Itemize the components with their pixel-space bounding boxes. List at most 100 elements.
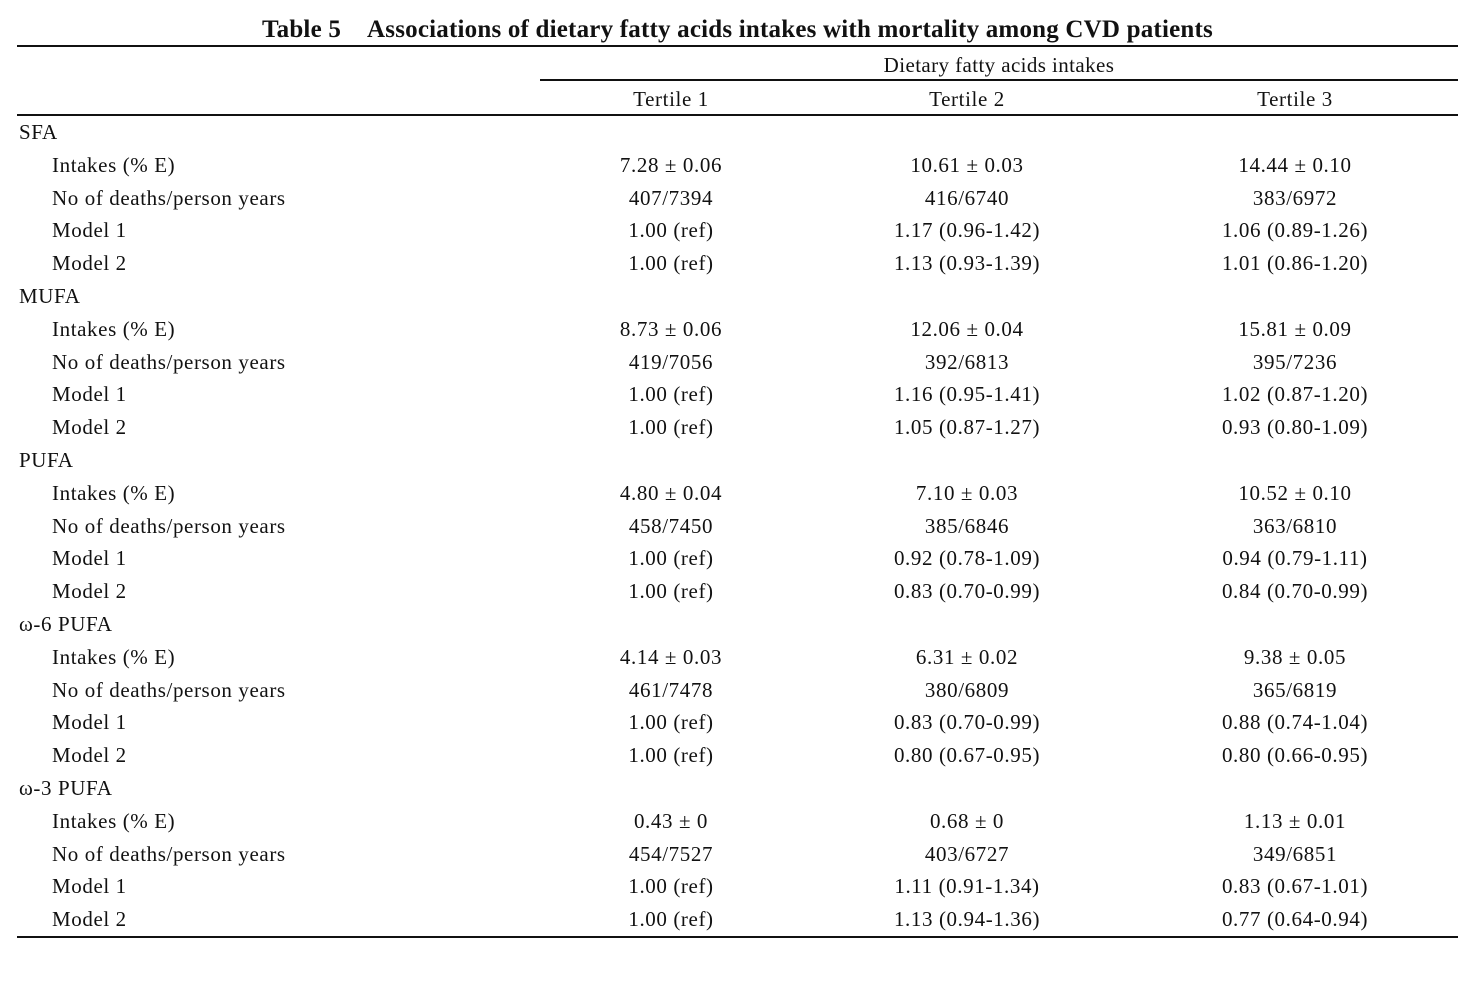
table-cell-tertile-3: 0.94 (0.79-1.11)	[1222, 546, 1368, 571]
group-row: MUFA	[17, 280, 1458, 313]
table-body: SFA Intakes (% E) 7.28 ± 0.06 10.61 ± 0.03 1…	[17, 116, 1458, 936]
table-row: Intakes (% E) 7.28 ± 0.06 10.61 ± 0.03 14.4…	[17, 149, 1458, 182]
row-label: Intakes (% E)	[52, 480, 176, 505]
table-cell-tertile-3: 365/6819	[1252, 677, 1338, 702]
row-label: No of deaths/person years	[52, 677, 286, 702]
table-cell-tertile-2: 0.80 (0.67-0.95)	[893, 743, 1041, 768]
group-label: MUFA	[19, 283, 81, 308]
table-cell-tertile-3: 0.77 (0.64-0.94)	[1221, 907, 1369, 932]
group-row: PUFA	[17, 444, 1458, 477]
row-label: Intakes (% E)	[52, 316, 176, 341]
row-label: No of deaths/person years	[52, 513, 286, 538]
table-cell-tertile-2: 7.10 ± 0.03	[915, 480, 1019, 505]
table-cell-tertile-3: 349/6851	[1252, 841, 1338, 866]
table-cell-tertile-2: 1.05 (0.87-1.27)	[893, 415, 1041, 440]
table-cell-tertile-2: 10.61 ± 0.03	[910, 152, 1024, 177]
row-label: No of deaths/person years	[52, 185, 286, 210]
table-row: Model 1 1.00 (ref) 0.83 (0.70-0.99) 0.88 (0…	[17, 706, 1458, 739]
table-cell-tertile-2: 392/6813	[924, 349, 1010, 374]
table-cell-tertile-2: 1.16 (0.95-1.41)	[893, 382, 1041, 407]
column-header-tertile-3: Tertile 3	[1257, 87, 1333, 111]
table-row: No of deaths/person years 454/7527 403/672…	[17, 838, 1458, 871]
table-cell-tertile-3: 9.38 ± 0.05	[1243, 644, 1347, 669]
table-row: No of deaths/person years 461/7478 380/680…	[17, 674, 1458, 707]
table-cell-tertile-2: 1.13 (0.93-1.39)	[893, 251, 1041, 276]
spanner-rule	[540, 79, 1458, 81]
table-row: Model 1 1.00 (ref) 1.16 (0.95-1.41) 1.02 (0…	[17, 378, 1458, 411]
row-label: Model 2	[52, 743, 127, 768]
table-cell-tertile-1: 1.00 (ref)	[628, 874, 714, 899]
table-row: No of deaths/person years 458/7450 385/684…	[17, 510, 1458, 543]
group-label: PUFA	[19, 447, 74, 472]
table-cell-tertile-2: 0.83 (0.70-0.99)	[893, 710, 1041, 735]
table-caption: Table 5 Associations of dietary fatty aci…	[17, 12, 1458, 45]
row-label: Model 2	[52, 907, 127, 932]
row-label: Intakes (% E)	[52, 152, 176, 177]
row-label: No of deaths/person years	[52, 841, 286, 866]
table-cell-tertile-1: 0.43 ± 0	[633, 808, 709, 833]
table-row: Intakes (% E) 4.14 ± 0.03 6.31 ± 0.02 9.38 …	[17, 641, 1458, 674]
table-cell-tertile-3: 395/7236	[1252, 349, 1338, 374]
group-label: ω-6 PUFA	[19, 611, 113, 636]
table-cell-tertile-2: 0.68 ± 0	[929, 808, 1005, 833]
table-cell-tertile-3: 1.02 (0.87-1.20)	[1221, 382, 1369, 407]
table-cell-tertile-1: 1.00 (ref)	[628, 907, 714, 932]
table-row: Model 2 1.00 (ref) 0.83 (0.70-0.99) 0.84 (0…	[17, 575, 1458, 608]
group-row: SFA	[17, 116, 1458, 149]
bottom-rule	[17, 935, 1458, 938]
row-label: Model 1	[52, 710, 127, 735]
column-header-tertile-1: Tertile 1	[633, 87, 709, 111]
table-cell-tertile-2: 6.31 ± 0.02	[915, 644, 1019, 669]
table-cell-tertile-1: 1.00 (ref)	[628, 710, 714, 735]
table-cell-tertile-2: 1.11 (0.91-1.34)	[894, 874, 1040, 899]
table-row: Model 2 1.00 (ref) 1.13 (0.93-1.39) 1.01 (0…	[17, 247, 1458, 280]
table-cell-tertile-1: 4.14 ± 0.03	[619, 644, 723, 669]
table-cell-tertile-3: 0.93 (0.80-1.09)	[1221, 415, 1369, 440]
table-cell-tertile-3: 363/6810	[1252, 513, 1338, 538]
table-row: No of deaths/person years 407/7394 416/674…	[17, 182, 1458, 215]
table-cell-tertile-1: 8.73 ± 0.06	[619, 316, 723, 341]
column-spanner: Dietary fatty acids intakes	[17, 47, 1458, 81]
table-row: Model 1 1.00 (ref) 1.17 (0.96-1.42) 1.06 (0…	[17, 214, 1458, 247]
table-cell-tertile-1: 7.28 ± 0.06	[619, 152, 723, 177]
table-cell-tertile-1: 1.00 (ref)	[628, 579, 714, 604]
table-cell-tertile-1: 1.00 (ref)	[628, 251, 714, 276]
row-label: Intakes (% E)	[52, 644, 176, 669]
table-cell-tertile-1: 1.00 (ref)	[628, 218, 714, 243]
table-cell-tertile-1: 1.00 (ref)	[628, 546, 714, 571]
row-label: Model 2	[52, 415, 127, 440]
row-label: Model 2	[52, 579, 127, 604]
table-cell-tertile-3: 14.44 ± 0.10	[1238, 152, 1352, 177]
table-cell-tertile-2: 12.06 ± 0.04	[910, 316, 1024, 341]
column-spanner-label: Dietary fatty acids intakes	[883, 53, 1115, 77]
row-label: Model 2	[52, 251, 127, 276]
table-cell-tertile-3: 10.52 ± 0.10	[1238, 480, 1352, 505]
table-row: Model 1 1.00 (ref) 1.11 (0.91-1.34) 0.83 (0…	[17, 870, 1458, 903]
table-caption-title: Associations of dietary fatty acids inta…	[367, 16, 1213, 43]
table-row: Intakes (% E) 4.80 ± 0.04 7.10 ± 0.03 10.52…	[17, 477, 1458, 510]
table-cell-tertile-2: 416/6740	[924, 185, 1010, 210]
table-cell-tertile-3: 0.84 (0.70-0.99)	[1221, 579, 1369, 604]
table-cell-tertile-2: 403/6727	[924, 841, 1010, 866]
table-cell-tertile-1: 1.00 (ref)	[628, 743, 714, 768]
data-table: Table 5 Associations of dietary fatty aci…	[17, 12, 1458, 938]
top-rule	[17, 45, 1458, 47]
row-label: No of deaths/person years	[52, 349, 286, 374]
row-label: Model 1	[52, 218, 127, 243]
column-header-row: Tertile 1 Tertile 2 Tertile 3	[17, 81, 1458, 116]
table-cell-tertile-1: 419/7056	[628, 349, 714, 374]
table-row: Model 2 1.00 (ref) 1.13 (0.94-1.36) 0.77 (0…	[17, 903, 1458, 936]
table-row: No of deaths/person years 419/7056 392/681…	[17, 346, 1458, 379]
table-caption-label: Table 5	[262, 16, 342, 43]
group-row: ω-3 PUFA	[17, 772, 1458, 805]
table-row: Model 2 1.00 (ref) 0.80 (0.67-0.95) 0.80 (0…	[17, 739, 1458, 772]
column-header-tertile-2: Tertile 2	[929, 87, 1005, 111]
table-cell-tertile-2: 1.13 (0.94-1.36)	[893, 907, 1041, 932]
table-cell-tertile-3: 0.80 (0.66-0.95)	[1221, 743, 1369, 768]
table-cell-tertile-2: 385/6846	[924, 513, 1010, 538]
table-cell-tertile-1: 4.80 ± 0.04	[619, 480, 723, 505]
table-row: Model 1 1.00 (ref) 0.92 (0.78-1.09) 0.94 (0…	[17, 542, 1458, 575]
table-cell-tertile-1: 1.00 (ref)	[628, 415, 714, 440]
table-row: Intakes (% E) 0.43 ± 0 0.68 ± 0 1.13 ± 0.01	[17, 805, 1458, 838]
table-cell-tertile-3: 1.06 (0.89-1.26)	[1221, 218, 1369, 243]
